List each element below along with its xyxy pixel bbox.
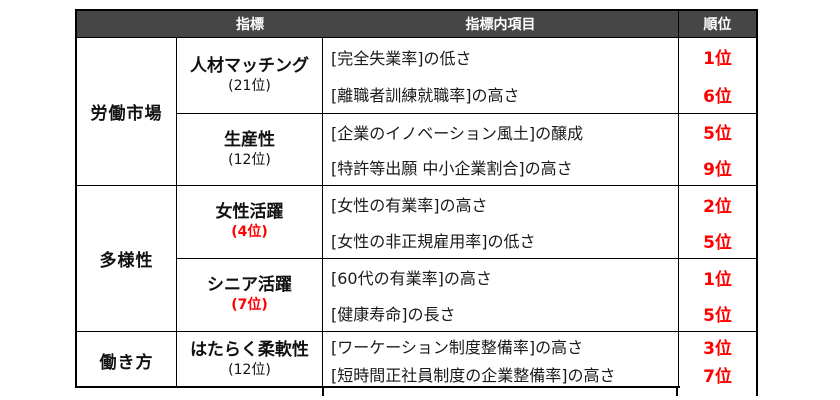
table-row: [60代の有業率]の高さ 1位	[323, 259, 756, 295]
indicator-group-josei-katsuyaku: 女性活躍 (4位) [女性の有業率]の高さ 2位 [女性の非正規雇用率]の低さ …	[177, 186, 756, 258]
item-label: [離職者訓練就職率]の高さ	[331, 86, 520, 106]
indicator-cell: 人材マッチング (21位)	[177, 38, 323, 113]
item-rank: 3位	[678, 332, 756, 360]
indicator-rank: (7位)	[231, 297, 268, 314]
header-category-cell	[77, 11, 177, 37]
indicator-rank: (4位)	[231, 224, 268, 241]
table-row: [女性の有業率]の高さ 2位	[323, 186, 756, 222]
header-item: 指標内項目	[465, 17, 536, 33]
indicator-name: 人材マッチング	[190, 55, 309, 76]
item-label: [企業のイノベーション風土]の醸成	[331, 123, 584, 143]
indicator-group-flexibility: はたらく柔軟性 (12位) [ワーケーション制度整備率]の高さ 3位 [短時間正…	[177, 332, 756, 388]
item-rank: 1位	[678, 259, 756, 295]
item-rank: 5位	[678, 222, 756, 258]
table-edge-stub	[322, 388, 324, 396]
item-rank: 5位	[678, 114, 756, 150]
indicator-rank: (12位)	[228, 151, 271, 168]
indicator-rank: (21位)	[228, 77, 271, 94]
item-label: [健康寿命]の長さ	[331, 305, 456, 324]
table-row: [健康寿命]の長さ 5位	[323, 295, 756, 331]
ranking-table: 指標 指標内項目 順位 労働市場 人材マッチング (21位) [完全失業率]の低…	[75, 9, 758, 396]
indicator-cell: はたらく柔軟性 (12位)	[177, 332, 323, 388]
category-label: 労働市場	[77, 38, 177, 185]
category-block-diversity: 多様性 女性活躍 (4位) [女性の有業率]の高さ 2位 [女性の非正規雇用率]…	[77, 185, 756, 331]
table-row: [女性の非正規雇用率]の低さ 5位	[323, 222, 756, 258]
category-label: 働き方	[77, 332, 177, 388]
indicator-cell: 女性活躍 (4位)	[177, 186, 323, 258]
table-row: [完全失業率]の低さ 1位	[323, 38, 756, 76]
item-label: [女性の有業率]の高さ	[331, 196, 488, 215]
item-rank: 5位	[678, 295, 756, 331]
item-rank: 6位	[678, 75, 756, 113]
indicator-cell: シニア活躍 (7位)	[177, 259, 323, 331]
indicator-name: 生産性	[224, 129, 275, 150]
item-label: [60代の有業率]の高さ	[331, 269, 492, 288]
indicator-cell: 生産性 (12位)	[177, 114, 323, 185]
item-label: [女性の非正規雇用率]の低さ	[331, 232, 536, 251]
item-rank: 9位	[678, 149, 756, 185]
table-edge-stub	[756, 388, 758, 396]
header-indicator: 指標	[236, 17, 264, 33]
category-block-workstyle: 働き方 はたらく柔軟性 (12位) [ワーケーション制度整備率]の高さ 3位 […	[77, 331, 756, 388]
indicator-name: シニア活躍	[207, 275, 292, 296]
indicator-rank: (12位)	[228, 362, 271, 379]
indicator-group-jinzai-matching: 人材マッチング (21位) [完全失業率]の低さ 1位 [離職者訓練就職率]の高…	[177, 38, 756, 113]
category-label: 多様性	[77, 186, 177, 331]
table-row: [ワーケーション制度整備率]の高さ 3位	[323, 332, 756, 360]
table-row: [短時間正社員制度の企業整備率]の高さ 7位	[323, 360, 756, 388]
item-label: [ワーケーション制度整備率]の高さ	[331, 338, 584, 357]
item-label: [完全失業率]の低さ	[331, 48, 472, 68]
table-bottom-border	[75, 386, 680, 388]
table-row: [特許等出願 中小企業割合]の高さ 9位	[323, 149, 756, 185]
indicator-group-senior-katsuyaku: シニア活躍 (7位) [60代の有業率]の高さ 1位 [健康寿命]の長さ 5位	[177, 258, 756, 331]
item-rank: 2位	[678, 186, 756, 222]
header-rank: 順位	[678, 11, 756, 37]
indicator-group-seisansei: 生産性 (12位) [企業のイノベーション風土]の醸成 5位 [特許等出願 中小…	[177, 113, 756, 185]
table-edge-stub	[676, 388, 678, 396]
item-rank: 7位	[678, 360, 756, 388]
table-header-row: 指標 指標内項目 順位	[77, 11, 756, 38]
table-row: [企業のイノベーション風土]の醸成 5位	[323, 114, 756, 150]
table-row: [離職者訓練就職率]の高さ 6位	[323, 75, 756, 113]
item-rank: 1位	[678, 38, 756, 76]
indicator-name: はたらく柔軟性	[190, 340, 309, 361]
category-block-labor-market: 労働市場 人材マッチング (21位) [完全失業率]の低さ 1位 [離職者訓練就…	[77, 38, 756, 185]
item-label: [短時間正社員制度の企業整備率]の高さ	[331, 366, 616, 385]
item-label: [特許等出願 中小企業割合]の高さ	[331, 159, 573, 179]
indicator-name: 女性活躍	[215, 202, 284, 223]
